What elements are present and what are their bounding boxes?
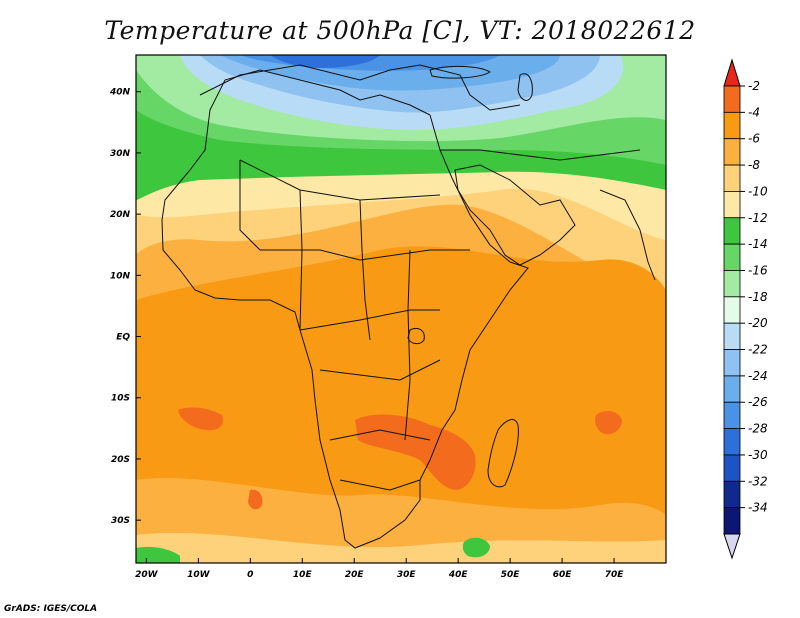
colorbar-label-8: -18 (748, 290, 768, 304)
lon-tick-label-7: 50E (501, 570, 521, 580)
field-warm-patch-2 (355, 414, 476, 490)
colorbar-label-14: -30 (748, 448, 768, 462)
colorbar-swatch-12 (723, 401, 741, 429)
colorbar-label-1: -4 (748, 105, 760, 119)
colorbar-label-7: -16 (748, 263, 768, 277)
lon-tick-label-0: 20W (135, 570, 159, 580)
colorbar-label-15: -32 (748, 474, 768, 488)
colorbar-swatch-9 (723, 322, 741, 350)
lat-tick-label-0: 40N (109, 88, 131, 98)
colorbar-swatch-10 (723, 349, 741, 377)
black-sea (429, 65, 491, 79)
field-warm-patch-3 (595, 410, 622, 435)
coastline-borders (161, 64, 656, 549)
lon-tick-label-1: 10W (187, 570, 211, 580)
colorbar: -2 -4 -6 -8 -10 -12 -14 -16 -18 -20 -22 -24 -26 -28 -3… (723, 58, 768, 560)
field-band-4 (136, 246, 666, 541)
colorbar-swatch-14 (723, 454, 741, 482)
colorbar-label-4: -10 (748, 184, 768, 198)
lon-tick-label-2: 0 (247, 570, 253, 580)
colorbar-swatch-2 (723, 138, 741, 166)
lat-tick-label-6: 20S (111, 455, 130, 465)
border-3 (299, 309, 440, 331)
colorbar-label-2: -6 (748, 132, 760, 146)
lat-tick-label-2: 20N (110, 210, 131, 220)
latitude-axis: 40N 30N 20N 10N EQ 10S 20S 30S (109, 88, 141, 526)
field-cool-patch-sw (136, 546, 180, 563)
border-9 (404, 249, 411, 441)
border-8 (299, 189, 303, 331)
field-band-28 (270, 55, 380, 68)
colorbar-label-16: -34 (748, 501, 768, 515)
lon-tick-label-3: 10E (293, 570, 313, 580)
colorbar-label-0: -2 (748, 79, 760, 93)
field-band-8-south (136, 532, 666, 563)
india-coast (599, 189, 656, 281)
colorbar-swatch-7 (723, 270, 741, 298)
border-6 (339, 479, 421, 491)
colorbar-label-9: -20 (748, 316, 768, 330)
colorbar-swatch-15 (723, 480, 741, 509)
colorbar-swatch-13 (723, 428, 741, 456)
field-warm-patch-1 (178, 407, 224, 431)
colorbar-label-3: -8 (748, 158, 760, 172)
temperature-field (136, 55, 666, 563)
madagascar (487, 419, 519, 488)
lon-tick-label-6: 40E (448, 570, 469, 580)
caspian-sea (517, 73, 533, 101)
colorbar-bottom-arrow (723, 533, 741, 560)
colorbar-top-arrow (723, 58, 741, 87)
colorbar-swatch-5 (723, 217, 741, 245)
lon-tick-label-4: 20E (345, 570, 365, 580)
colorbar-label-13: -28 (748, 422, 768, 436)
colorbar-swatch-1 (723, 111, 741, 140)
arabian-peninsula (454, 164, 576, 266)
field-warm-patch-4 (248, 489, 263, 510)
plot-frame (135, 54, 667, 564)
lon-tick-label-9: 70E (605, 570, 625, 580)
border-10 (239, 160, 261, 251)
colorbar-swatch-8 (723, 296, 741, 324)
colorbar-label-11: -24 (748, 369, 768, 383)
border-2 (260, 249, 470, 261)
lat-tick-label-3: 10N (110, 271, 131, 281)
lat-tick-label-1: 30N (110, 149, 131, 159)
colorbar-label-6: -14 (748, 237, 768, 251)
border-4 (319, 359, 441, 381)
lon-tick-label-5: 30E (397, 570, 417, 580)
colorbar-swatch-3 (723, 164, 741, 192)
border-1 (239, 159, 441, 201)
middle-east-border (440, 149, 641, 161)
colorbar-label-12: -26 (748, 395, 768, 409)
colorbar-label-5: -12 (748, 211, 768, 225)
lake-victoria (407, 327, 425, 345)
border-7 (359, 199, 371, 341)
colorbar-label-10: -22 (748, 343, 768, 357)
lat-tick-label-4: EQ (116, 333, 130, 343)
colorbar-swatch-16 (723, 507, 741, 535)
colorbar-swatch-4 (723, 191, 741, 219)
lat-tick-label-5: 10S (111, 394, 130, 404)
colorbar-swatch-0 (723, 85, 741, 113)
field-cool-patch-s (462, 537, 490, 558)
longitude-axis: 20W 10W 0 10E 20E 30E 40E 50E 60E 70E (135, 558, 624, 580)
africa-coastline (161, 69, 529, 549)
colorbar-swatch-6 (723, 243, 741, 271)
chart-title: Temperature at 500hPa [C], VT: 201802261… (104, 16, 696, 45)
lon-tick-label-8: 60E (553, 570, 573, 580)
europe-coast (199, 64, 521, 111)
lat-tick-label-7: 30S (111, 516, 130, 526)
colorbar-swatch-11 (723, 375, 741, 403)
grads-credit: GrADS: IGES/COLA (4, 604, 98, 614)
border-5 (329, 429, 431, 441)
